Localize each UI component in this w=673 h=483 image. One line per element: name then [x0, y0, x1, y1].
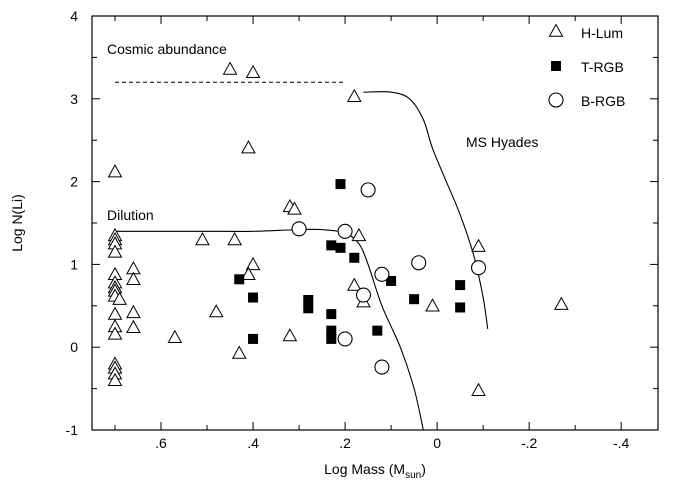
- h-lum-point: [554, 296, 569, 310]
- h-lum-point: [471, 238, 486, 252]
- y-tick-label: 1: [70, 256, 78, 272]
- x-tick-label: -.2: [521, 435, 538, 451]
- legend-marker-t-rgb: [551, 61, 561, 71]
- h-lum-point: [195, 232, 210, 246]
- x-axis-label-sub: sun: [405, 470, 421, 481]
- b-rgb-point: [374, 359, 390, 375]
- t-rgb-point: [326, 240, 337, 251]
- t-rgb-point: [335, 179, 346, 190]
- h-lum-point: [351, 227, 367, 242]
- x-tick-label: .2: [339, 435, 351, 451]
- b-rgb-point: [337, 223, 353, 239]
- x-tick-label: .4: [247, 435, 259, 451]
- b-rgb-point: [411, 255, 427, 271]
- annotation-dilution: Dilution: [107, 207, 154, 223]
- b-rgb-point: [337, 331, 353, 347]
- legend-marker-h-lum: [548, 23, 564, 37]
- h-lum-point: [126, 271, 141, 286]
- t-rgb-point: [335, 242, 346, 253]
- legend: H-Lum T-RGB B-RGB: [548, 23, 625, 109]
- y-tick-label: 4: [70, 8, 78, 24]
- t-rgb-point: [234, 274, 245, 285]
- x-axis-label-main: Log Mass (M: [324, 461, 405, 477]
- x-tick-label: .6: [155, 435, 167, 451]
- model-curves: [115, 91, 489, 431]
- y-tick-label: 2: [70, 174, 78, 190]
- h-lum-point: [107, 306, 123, 320]
- t-rgb-point: [455, 280, 466, 291]
- t-rgb-point: [326, 325, 337, 336]
- h-lum-point: [167, 329, 183, 343]
- legend-label-t-rgb: T-RGB: [581, 59, 624, 75]
- legend-label-b-rgb: B-RGB: [581, 93, 625, 109]
- t-rgb-point: [303, 295, 314, 306]
- b-rgb-point: [374, 266, 390, 282]
- h-lum-point: [471, 382, 486, 396]
- h-lum-point: [282, 328, 298, 342]
- h-lum-point: [425, 298, 440, 312]
- b-rgb-point: [355, 287, 372, 303]
- h-lum-point: [107, 164, 123, 178]
- h-lum-point: [245, 256, 261, 271]
- h-lum-point: [227, 232, 243, 246]
- t-rgb-point: [248, 292, 259, 303]
- h-lum-point: [126, 319, 141, 334]
- h-lum-point: [126, 304, 141, 319]
- b-rgb-point: [291, 221, 307, 237]
- legend-label-h-lum: H-Lum: [581, 25, 623, 41]
- h-lum-point: [107, 372, 123, 387]
- h-lum-point: [241, 140, 256, 154]
- h-lum-point: [208, 304, 224, 318]
- t-rgb-point: [455, 302, 466, 313]
- x-axis-label-close: ): [421, 461, 426, 477]
- h-lum-point: [245, 64, 261, 79]
- legend-marker-b-rgb: [548, 92, 564, 108]
- b-rgb-point: [470, 260, 487, 276]
- y-tick-label: -1: [66, 422, 79, 438]
- t-rgb-point: [248, 333, 259, 344]
- h-lum-point: [241, 266, 256, 281]
- h-lum-point: [346, 88, 362, 103]
- annotation-cosmic-abundance: Cosmic abundance: [107, 41, 227, 57]
- t-rgb-point: [409, 294, 420, 305]
- y-tick-label: 0: [70, 339, 78, 355]
- annotation-ms-hyades: MS Hyades: [466, 134, 538, 150]
- h-lum-point: [107, 244, 123, 258]
- h-lum-point: [107, 326, 123, 340]
- ms-hyades-curve: [363, 91, 489, 330]
- b-rgb-point: [360, 182, 376, 198]
- t-rgb-point: [349, 252, 360, 263]
- h-lum-point: [287, 201, 302, 215]
- h-lum-point: [231, 345, 247, 359]
- x-tick-label: 0: [433, 435, 441, 451]
- h-lum-point: [222, 61, 238, 75]
- data-points: [107, 61, 569, 396]
- t-rgb-point: [372, 325, 383, 336]
- x-tick-label: -.4: [613, 435, 630, 451]
- y-tick-label: 3: [70, 91, 78, 107]
- t-rgb-point: [386, 275, 397, 286]
- x-axis-label: Log Mass (Msun): [324, 461, 426, 481]
- axis-ticks: .6 .4 .2 0 -.2 -.4 -1 0 1 2 3 4: [66, 8, 658, 451]
- legend-markers: [548, 23, 564, 108]
- t-rgb-point: [303, 303, 314, 314]
- h-lum-point: [112, 291, 127, 305]
- y-axis-label: Log N(Li): [9, 194, 25, 252]
- t-rgb-point: [326, 309, 337, 320]
- h-lum-point: [346, 277, 362, 291]
- t-rgb-point: [326, 333, 337, 344]
